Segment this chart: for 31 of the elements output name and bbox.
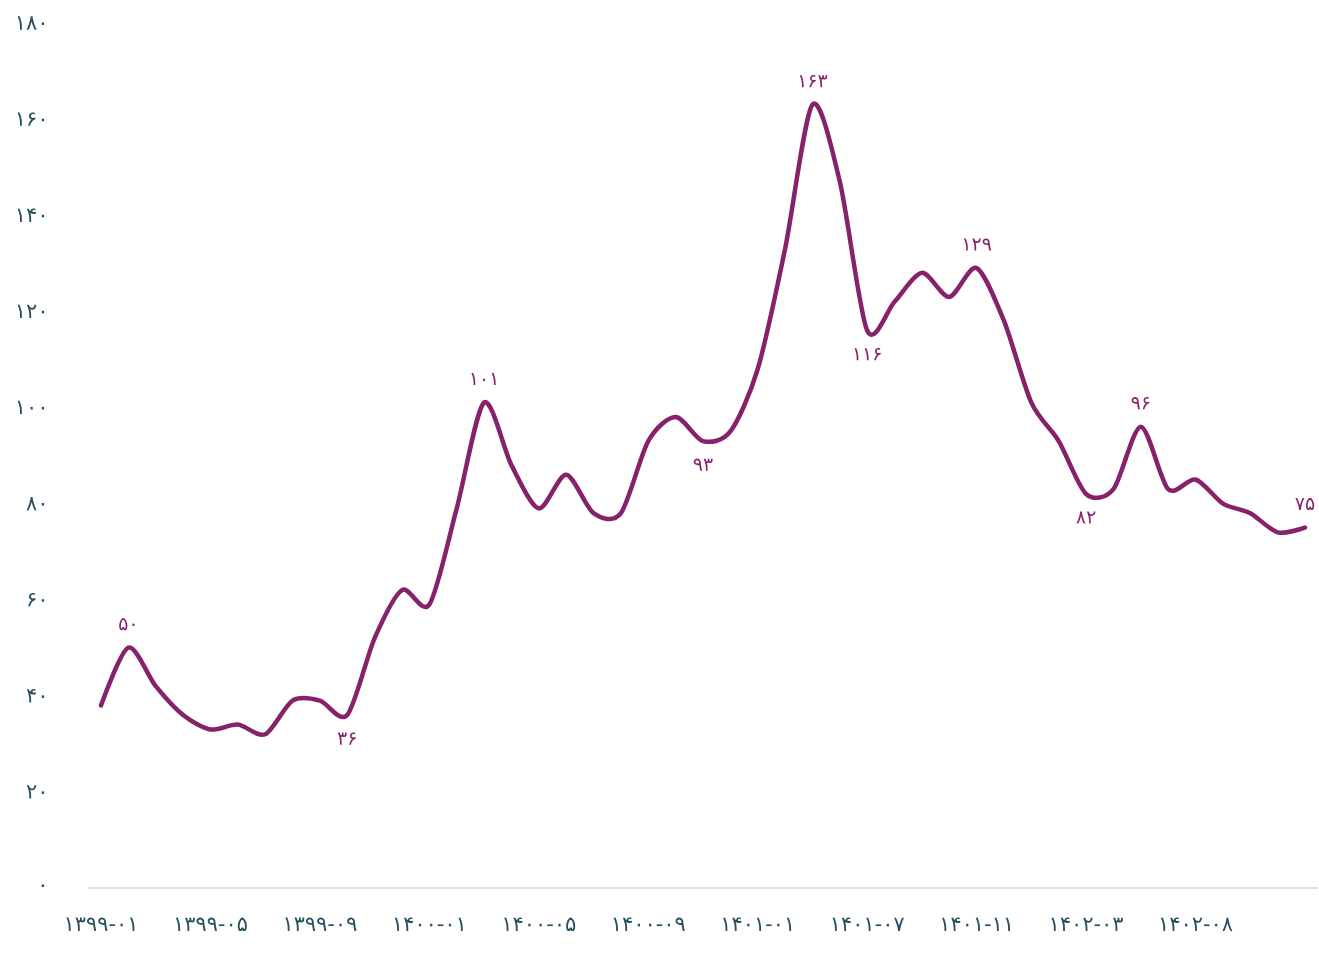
data-label: ۳۶ (337, 732, 356, 745)
x-tick-label: ۱۴۰۰-۰۹ (613, 917, 685, 931)
data-label: ۱۲۹ (963, 238, 992, 251)
data-label: ۱۱۶ (854, 348, 881, 361)
x-tick-label: ۱۳۹۹-۰۱ (66, 917, 135, 931)
data-label: ۱۶۳ (799, 75, 828, 88)
data-label: ۸۲ (1076, 511, 1096, 524)
x-tick-label: ۱۴۰۱-۰۷ (832, 917, 905, 931)
y-tick-label: ۰ (41, 884, 44, 887)
x-tick-label: ۱۴۰۱-۱۱ (941, 917, 1011, 931)
y-tick-label: ۸۰ (26, 496, 44, 511)
x-tick-label: ۱۴۰۲-۰۳ (1051, 917, 1123, 931)
y-tick-label: ۱۸۰ (17, 16, 44, 30)
x-tick-label: ۱۳۹۹-۰۵ (175, 917, 247, 932)
y-tick-label: ۱۲۰ (17, 304, 44, 318)
data-label: ۹۳ (693, 458, 713, 471)
data-label: ۵۰ (119, 617, 135, 631)
y-tick-label: ۴۰ (26, 689, 44, 703)
x-tick-label: ۱۴۰۱-۰۱ (723, 917, 792, 931)
y-tick-label: ۱۴۰ (17, 208, 44, 222)
x-tick-label: ۱۳۹۹-۰۹ (285, 917, 357, 931)
data-label: ۱۰۱ (471, 373, 496, 386)
data-label: ۹۶ (1131, 397, 1150, 410)
y-tick-label: ۱۶۰ (17, 112, 44, 126)
x-tick-label: ۱۴۰۲-۰۸ (1160, 917, 1233, 931)
x-tick-label: ۱۴۰۰-۰۵ (504, 917, 576, 932)
y-tick-label: ۶۰ (28, 592, 44, 607)
y-tick-label: ۱۰۰ (17, 400, 44, 415)
x-tick-label: ۱۴۰۰-۰۱ (394, 917, 463, 931)
y-tick-label: ۲۰ (26, 785, 44, 799)
data-label: ۷۵ (1295, 497, 1315, 511)
